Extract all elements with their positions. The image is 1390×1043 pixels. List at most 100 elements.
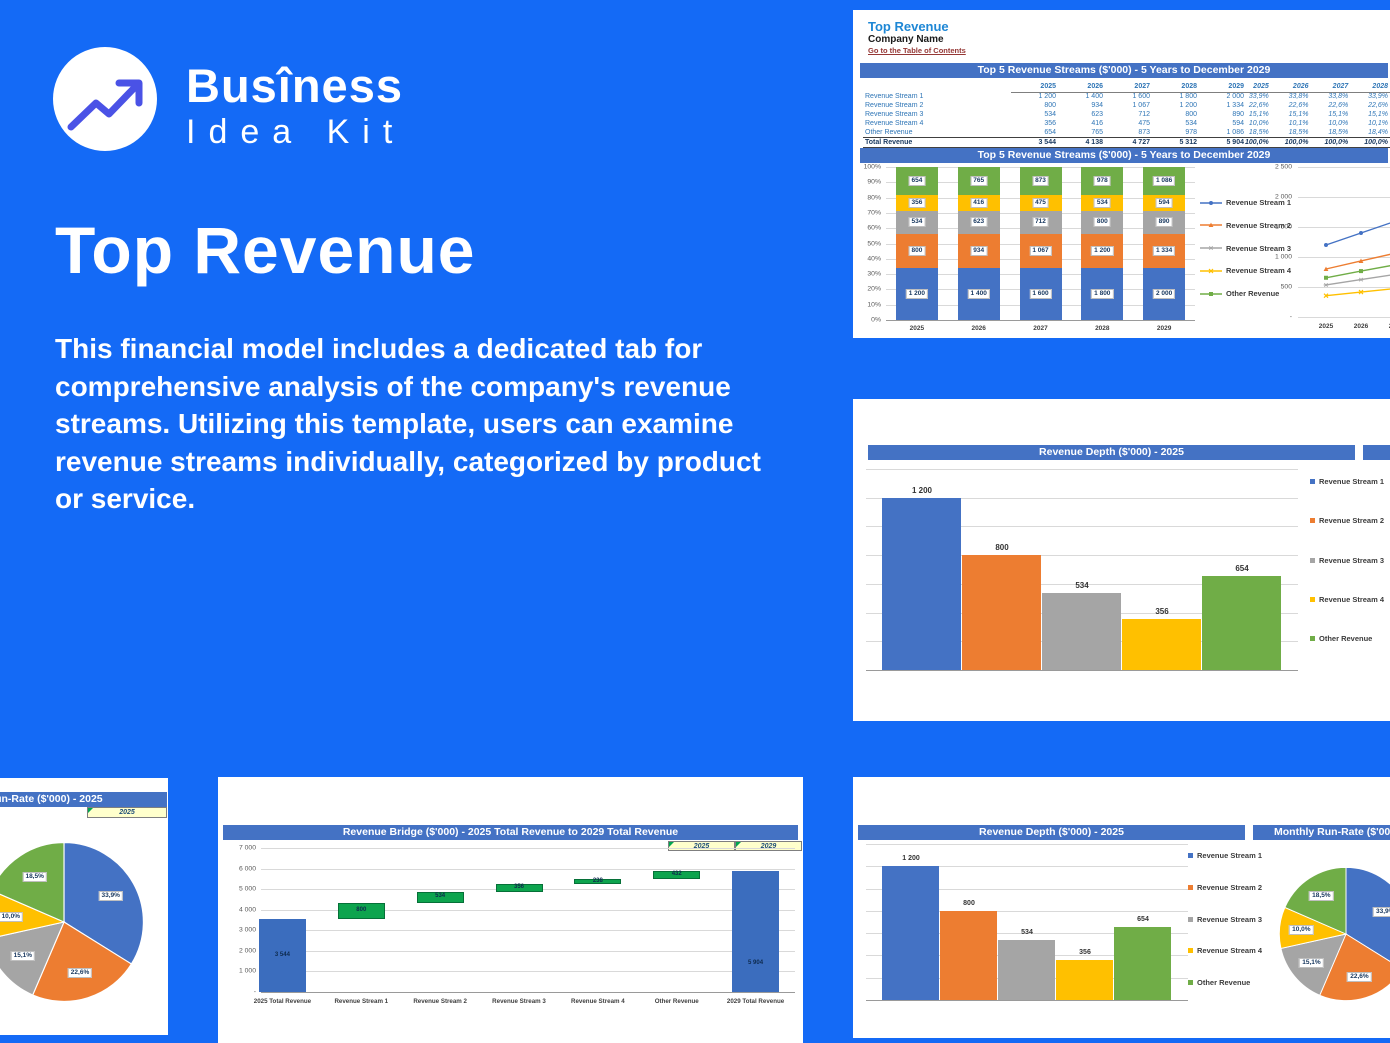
pie-slice-label: 22,6%: [1347, 971, 1372, 982]
data-label: 475: [1032, 197, 1049, 208]
legend-marker-icon: [1200, 291, 1222, 296]
data-label: 765: [970, 176, 988, 187]
data-label: 416: [970, 197, 988, 208]
table-of-contents-link[interactable]: Go to the Table of Contents: [868, 46, 966, 55]
panel-monthly-runrate-left: Monthly Run-Rate ($'000) - 2025 2025 33,…: [0, 778, 168, 1035]
brand-name: Busîness Idea Kit: [186, 62, 405, 149]
depth-bar-chart-small: 1 200 800 534 356 654: [858, 837, 1198, 1007]
bar: [962, 555, 1041, 670]
bridge-year-from-selector[interactable]: 2025: [668, 841, 735, 851]
panel-revenue-bridge: Revenue Bridge ($'000) - 2025 Total Reve…: [218, 777, 803, 1043]
legend-item: Revenue Stream 4: [1188, 946, 1268, 955]
bar-value-label: 1 200: [911, 485, 933, 495]
runrate-pie-chart: 33,9% 22,6% 15,1% 10,0% 18,5%: [0, 841, 145, 1003]
pie-slice-label: 15,1%: [1299, 957, 1324, 968]
data-label: 1 334: [1152, 245, 1176, 256]
gridline: [261, 971, 795, 973]
pie-slice-label: 10,0%: [0, 911, 23, 922]
legend-item: Revenue Stream 3: [1188, 915, 1268, 924]
sheet-title: Top Revenue: [868, 19, 949, 34]
y-axis-tick: 1 000: [238, 967, 256, 975]
bar: [1202, 576, 1281, 670]
sheet-company-name: Company Name: [868, 34, 944, 45]
brand-line1: Busîness: [186, 59, 403, 112]
legend-square-icon: [1310, 636, 1315, 641]
year-header: 2028: [1152, 82, 1199, 93]
waterfall-total-bar: [258, 919, 306, 992]
pie-chart-svg: [1278, 866, 1390, 1002]
waterfall-increase-bar: [416, 891, 464, 903]
y-axis-tick: 40%: [867, 255, 881, 263]
x-axis-tick: Other Revenue: [654, 998, 699, 1005]
bridge-year-to-selector[interactable]: 2029: [735, 841, 802, 851]
revenue-pct-table-wrap: 2025 2026 2027 2028 33,9% 33,8% 33,8% 33,9% 22,6…: [1231, 82, 1390, 148]
gridline: [866, 670, 1298, 671]
bar-value-label: 534: [1075, 581, 1089, 591]
year-header: 2026: [1270, 82, 1311, 93]
data-label: 1 067: [1029, 245, 1052, 256]
pie-slice-label: 18,5%: [1309, 891, 1334, 902]
table-row: Revenue Stream 3 534 623 712 800 890: [865, 111, 1244, 118]
gridline: [261, 992, 795, 993]
y-axis-tick: 2 000: [238, 947, 256, 955]
y-axis-tick: 10%: [867, 301, 881, 309]
year-selector[interactable]: 2025: [87, 807, 167, 818]
runrate-header: Monthly Run-Rate ($'000) - 2025: [0, 792, 167, 807]
bar-value-label: 654: [1137, 916, 1149, 924]
data-label: 534: [1093, 197, 1111, 208]
legend-item: Revenue Stream 1: [1200, 198, 1300, 207]
data-label: 1 086: [1152, 176, 1176, 187]
gridline: [1298, 317, 1390, 318]
legend-label: Revenue Stream 4: [1319, 594, 1385, 604]
legend-item: Revenue Stream 1: [1188, 851, 1268, 860]
data-label: 978: [1093, 176, 1111, 187]
table-row: 22,6% 22,6% 22,6% 22,6%: [1248, 102, 1388, 109]
panel-revenue-streams: Top Revenue Company Name Go to the Table…: [853, 10, 1390, 338]
gridline: [261, 950, 795, 952]
gridline: [261, 909, 795, 911]
legend-label: Revenue Stream 3: [1226, 243, 1292, 253]
pie-slice-label: 33,9%: [1373, 907, 1390, 918]
y-axis-tick: 80%: [867, 194, 881, 202]
data-label: 2 000: [1152, 289, 1176, 300]
gridline: [1298, 257, 1390, 258]
legend-label: Revenue Stream 2: [1226, 220, 1292, 230]
gridline: [866, 888, 1188, 890]
year-header: 2026: [1058, 82, 1105, 93]
legend-item: Revenue Stream 1: [1310, 477, 1390, 486]
y-axis-tick: 6 000: [238, 865, 256, 873]
y-axis-tick: 1 500: [1274, 223, 1292, 231]
bar-value-label: 800: [356, 906, 367, 913]
gridline: [1298, 167, 1390, 168]
data-label: 1 200: [905, 289, 929, 300]
gridline: [866, 555, 1298, 557]
runrate-bottom-header: Monthly Run-Rate ($'000) - 2025: [1253, 825, 1390, 840]
gridline: [866, 526, 1298, 528]
x-axis-tick: 2029: [1156, 325, 1172, 332]
legend-square-icon: [1188, 916, 1193, 922]
x-axis-tick: Revenue Stream 1: [334, 998, 389, 1005]
waterfall-increase-bar: [495, 884, 543, 892]
legend-square-icon: [1310, 518, 1315, 524]
table-row: Revenue Stream 4 356 416 475 534 594: [865, 120, 1244, 127]
data-label: 1 200: [1091, 245, 1114, 256]
bar: [940, 910, 997, 1000]
bar: [882, 497, 961, 670]
chart-section-header: Top 5 Revenue Streams ($'000) - 5 Years …: [860, 148, 1388, 163]
pie-slice-label: 18,5%: [22, 872, 47, 883]
bar-value-label: 1 200: [902, 855, 920, 863]
year-header: 2025: [1231, 82, 1271, 93]
legend-marker-icon: [1200, 200, 1222, 205]
x-axis-tick: Revenue Stream 3: [492, 998, 546, 1005]
data-label: 873: [1032, 176, 1049, 187]
legend-label: Revenue Stream 3: [1319, 555, 1385, 565]
legend-marker-icon: [1200, 268, 1222, 274]
y-axis-tick: 5 000: [238, 885, 256, 893]
bar-value-label: 356: [1155, 606, 1169, 616]
year-header: 2025: [1011, 82, 1058, 93]
legend-label: Revenue Stream 4: [1226, 266, 1292, 276]
waterfall-chart: 7 000 6 000 5 000 4 000 3 000 2 000 1 000 - 3 54…: [223, 845, 798, 1035]
bridge-header: Revenue Bridge ($'000) - 2025 Total Reve…: [223, 825, 798, 840]
